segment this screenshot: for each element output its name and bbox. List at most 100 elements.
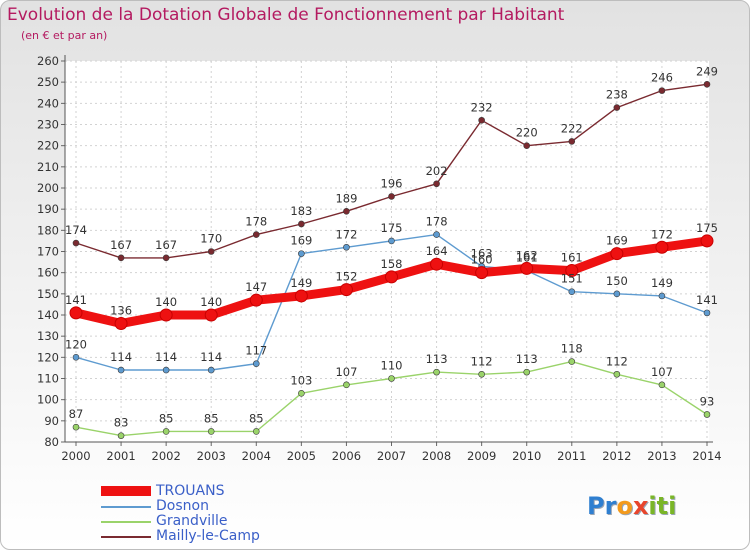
x-tick-label: 2004 <box>242 449 271 463</box>
data-label-trouans: 160 <box>471 253 493 267</box>
data-point-grandville <box>72 423 80 431</box>
chart-legend: TROUANS Dosnon Grandville Mailly-le-Camp <box>101 483 341 545</box>
data-point-dosnon <box>298 250 305 257</box>
data-label-trouans: 172 <box>651 227 673 241</box>
data-label-mailly-le-camp: 170 <box>200 232 222 246</box>
y-tick-label: 210 <box>37 160 59 174</box>
data-point-mailly-le-camp <box>613 104 621 111</box>
y-tick-label: 260 <box>37 54 59 68</box>
data-point-dosnon <box>703 309 711 317</box>
data-label-trouans: 175 <box>696 221 718 235</box>
x-tick-label: 2006 <box>332 449 361 463</box>
data-label-trouans: 158 <box>381 257 403 271</box>
y-tick-label: 150 <box>37 287 59 301</box>
data-label-grandville: 85 <box>249 411 264 425</box>
data-point-mailly-le-camp <box>162 254 170 262</box>
data-point-dosnon <box>117 366 125 374</box>
data-point-dosnon <box>207 366 215 374</box>
data-point-trouans <box>655 240 669 254</box>
data-point-dosnon <box>72 354 80 361</box>
x-tick-label: 2008 <box>422 449 451 463</box>
data-point-dosnon <box>568 288 576 296</box>
data-label-mailly-le-camp: 222 <box>561 121 583 135</box>
data-point-grandville <box>388 375 395 382</box>
legend-label: Grandville <box>156 513 228 529</box>
data-point-dosnon <box>658 292 666 300</box>
data-point-grandville <box>252 428 260 435</box>
x-tick-label: 2000 <box>61 449 90 463</box>
data-label-mailly-le-camp: 167 <box>155 238 177 252</box>
x-tick-label: 2005 <box>287 449 316 463</box>
data-point-grandville <box>613 370 621 378</box>
y-tick-label: 140 <box>37 308 59 322</box>
data-point-dosnon <box>433 231 440 238</box>
data-label-mailly-le-camp: 178 <box>245 215 267 229</box>
data-label-trouans: 152 <box>335 270 357 284</box>
y-tick-label: 190 <box>37 202 59 216</box>
y-tick-label: 180 <box>37 223 59 237</box>
data-label-dosnon: 117 <box>245 344 267 358</box>
x-tick-label: 2007 <box>377 449 406 463</box>
data-point-grandville <box>568 358 576 365</box>
data-point-grandville <box>658 381 666 389</box>
data-label-trouans: 140 <box>200 295 222 309</box>
data-label-trouans: 164 <box>426 244 448 258</box>
data-label-mailly-le-camp: 183 <box>290 204 312 218</box>
data-label-dosnon: 120 <box>65 337 87 351</box>
y-tick-label: 220 <box>37 139 59 153</box>
data-label-trouans: 141 <box>65 293 87 307</box>
data-point-grandville <box>162 428 170 435</box>
data-label-dosnon: 175 <box>381 221 403 235</box>
data-label-mailly-le-camp: 174 <box>65 223 87 237</box>
x-tick-label: 2003 <box>197 449 226 463</box>
data-point-trouans <box>430 257 444 271</box>
data-label-dosnon: 114 <box>155 350 177 364</box>
data-label-mailly-le-camp: 220 <box>516 126 538 140</box>
data-point-mailly-le-camp <box>343 207 350 215</box>
data-point-mailly-le-camp <box>252 231 260 238</box>
legend-label: TROUANS <box>156 483 225 499</box>
y-tick-label: 120 <box>37 350 59 364</box>
x-tick-label: 2001 <box>106 449 135 463</box>
data-label-grandville: 113 <box>516 352 538 366</box>
data-label-dosnon: 150 <box>606 274 628 288</box>
y-tick-label: 110 <box>37 372 59 386</box>
legend-item: Dosnon <box>101 498 341 515</box>
data-point-grandville <box>523 368 531 376</box>
data-point-dosnon <box>388 237 395 245</box>
x-tick-label: 2011 <box>557 449 586 463</box>
legend-swatch <box>101 536 151 538</box>
y-tick-label: 160 <box>37 266 59 280</box>
data-label-grandville: 83 <box>114 416 129 430</box>
data-label-grandville: 118 <box>561 342 583 356</box>
data-label-dosnon: 163 <box>471 246 493 260</box>
logo-letter: o <box>616 492 633 520</box>
legend-swatch <box>101 506 151 508</box>
logo-letter: r <box>604 492 617 520</box>
data-point-trouans <box>204 308 218 322</box>
data-label-grandville: 85 <box>204 411 219 425</box>
data-label-dosnon: 149 <box>651 276 673 290</box>
data-point-trouans <box>249 293 263 307</box>
data-point-trouans <box>520 261 534 275</box>
data-point-grandville <box>298 390 305 397</box>
data-point-grandville <box>343 381 350 389</box>
y-tick-label: 100 <box>37 393 59 407</box>
data-label-grandville: 87 <box>69 407 84 421</box>
data-label-trouans: 149 <box>290 276 312 290</box>
logo-letter: i <box>648 492 657 520</box>
legend-item: Grandville <box>101 513 341 530</box>
data-point-mailly-le-camp <box>568 138 576 145</box>
data-label-mailly-le-camp: 202 <box>426 164 448 178</box>
data-point-trouans <box>339 283 353 297</box>
data-point-dosnon <box>613 290 621 298</box>
data-point-trouans <box>294 289 308 303</box>
data-label-grandville: 110 <box>381 359 403 373</box>
data-point-mailly-le-camp <box>72 239 80 247</box>
data-label-mailly-le-camp: 249 <box>696 64 718 78</box>
data-label-grandville: 113 <box>426 352 448 366</box>
data-point-grandville <box>117 432 125 439</box>
data-label-grandville: 107 <box>335 365 357 379</box>
